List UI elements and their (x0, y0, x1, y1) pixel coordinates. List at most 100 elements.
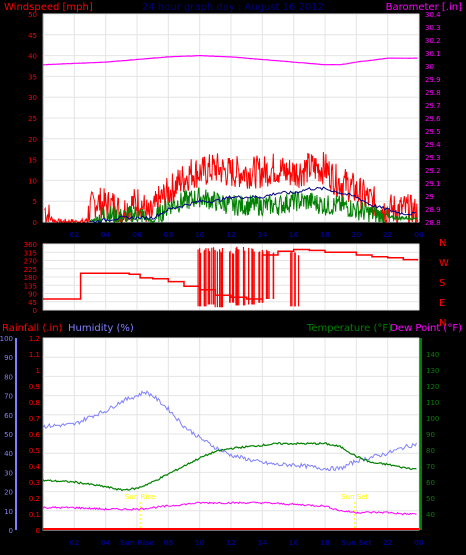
label-layer: Sun Rise Sun Set (125, 493, 369, 530)
wind-tick-5: 5 (33, 198, 37, 206)
x1-tick-06: 06 (132, 231, 142, 239)
temp-tick-60: 60 (426, 479, 435, 487)
x3-tick-2: Sun Rise (120, 539, 154, 547)
humidity-axis-title: Humidity (%) (68, 323, 134, 334)
x3-tick-5: 12 (226, 539, 236, 547)
wind-tick-50: 50 (28, 11, 37, 19)
x3-tick-4: 10 (195, 539, 205, 547)
series-direction (43, 248, 419, 300)
compass-S-2: S (439, 278, 445, 289)
humidity-tick-90: 90 (4, 354, 13, 362)
dir-tick-360: 360 (24, 241, 37, 249)
dir-tick-135: 135 (24, 282, 37, 290)
series-dewpoint (42, 501, 417, 516)
temperature-axis-title: Temperature (°F) (306, 323, 392, 334)
x3-tick-7: 16 (289, 539, 299, 547)
humidity-tick-40: 40 (4, 450, 13, 458)
barometer-title: Barometer [.in] (386, 2, 462, 13)
rain-tick-1.1: 1.1 (29, 351, 40, 359)
x1-tick-10: 10 (195, 231, 205, 239)
x1-tick-20: 20 (351, 231, 361, 239)
compass-N-0: N (439, 238, 446, 249)
rain-tick-0.1: 0.1 (29, 511, 40, 519)
axis-layer: 0510152025303540455028.828.92929.129.229… (0, 11, 449, 547)
baro-tick-29.5: 29.5 (425, 128, 441, 136)
x3-tick-0: 02 (69, 539, 79, 547)
x3-tick-9: Sun Set (341, 539, 372, 547)
baro-tick-29.4: 29.4 (425, 141, 441, 149)
x1-tick-16: 16 (289, 231, 299, 239)
x1-tick-14: 14 (257, 231, 267, 239)
wind-tick-35: 35 (28, 73, 37, 81)
x1-tick-22: 22 (383, 231, 393, 239)
baro-tick-29.9: 29.9 (425, 76, 441, 84)
chart-title: 24 hour graph day : August 16 2012 (142, 2, 324, 13)
series-layer (42, 54, 419, 530)
rain-tick-0.2: 0.2 (29, 495, 40, 503)
temp-tick-100: 100 (426, 415, 439, 423)
x1-tick-12: 12 (226, 231, 236, 239)
humidity-tick-100: 100 (0, 335, 13, 343)
x3-tick-1: 04 (101, 539, 111, 547)
dir-tick-270: 270 (24, 258, 37, 266)
temp-tick-90: 90 (426, 431, 435, 439)
baro-tick-29.3: 29.3 (425, 154, 441, 162)
baro-tick-29.6: 29.6 (425, 115, 441, 123)
x3-tick-3: 08 (163, 539, 173, 547)
humidity-tick-80: 80 (4, 373, 13, 381)
x1-tick-04: 04 (101, 231, 111, 239)
wind-tick-25: 25 (28, 115, 37, 123)
baro-tick-29.2: 29.2 (425, 167, 441, 175)
baro-tick-30.1: 30.1 (425, 50, 441, 58)
rain-tick-0.4: 0.4 (29, 463, 41, 471)
rainfall-axis-title: Rainfall (.in) (2, 323, 63, 334)
wind-tick-20: 20 (28, 136, 37, 144)
annotation-sunset: Sun Set (341, 493, 368, 501)
baro-tick-30.3: 30.3 (425, 24, 441, 32)
wind-tick-0: 0 (33, 219, 37, 227)
x1-tick-00: 00 (414, 231, 424, 239)
x3-tick-6: 14 (257, 539, 267, 547)
x1-tick-02: 02 (69, 231, 79, 239)
temp-tick-40: 40 (426, 511, 435, 519)
rain-tick-1: 1 (36, 367, 40, 375)
humidity-tick-70: 70 (4, 393, 13, 401)
baro-tick-29.1: 29.1 (425, 180, 441, 188)
dir-tick-0: 0 (33, 307, 37, 315)
humidity-tick-0: 0 (9, 527, 13, 535)
temp-tick-120: 120 (426, 383, 439, 391)
x3-tick-11: 00 (414, 539, 424, 547)
compass-N-4: N (439, 318, 446, 329)
baro-tick-30.4: 30.4 (425, 11, 441, 19)
x3-tick-10: 22 (383, 539, 393, 547)
dir-tick-180: 180 (24, 274, 37, 282)
rain-tick-0.3: 0.3 (29, 479, 40, 487)
humidity-tick-10: 10 (4, 508, 13, 516)
rain-tick-0.8: 0.8 (29, 399, 40, 407)
baro-tick-29: 29 (425, 193, 434, 201)
rain-tick-0.5: 0.5 (29, 447, 40, 455)
compass-W-1: W (439, 258, 449, 269)
compass-E-3: E (439, 298, 445, 309)
baro-tick-30.2: 30.2 (425, 37, 441, 45)
wind-tick-40: 40 (28, 53, 37, 61)
series-temperature (42, 441, 417, 492)
series-humidity (42, 390, 417, 472)
x3-tick-8: 18 (320, 539, 330, 547)
humidity-tick-50: 50 (4, 431, 13, 439)
dir-tick-45: 45 (28, 299, 37, 307)
baro-tick-28.9: 28.9 (425, 206, 441, 214)
temp-tick-140: 140 (426, 351, 439, 359)
series-barometer (42, 54, 418, 66)
wind-tick-45: 45 (28, 32, 37, 40)
series-windspeed (44, 151, 418, 224)
dewpoint-axis-title: Dew Point (°F) (390, 323, 462, 334)
rain-tick-1.2: 1.2 (29, 335, 40, 343)
temp-tick-110: 110 (426, 399, 439, 407)
grid-layer (43, 13, 420, 531)
baro-tick-30: 30 (425, 63, 434, 71)
x1-tick-08: 08 (163, 231, 173, 239)
wind-tick-15: 15 (28, 157, 37, 165)
wind-tick-10: 10 (28, 177, 37, 185)
humidity-tick-20: 20 (4, 489, 13, 497)
